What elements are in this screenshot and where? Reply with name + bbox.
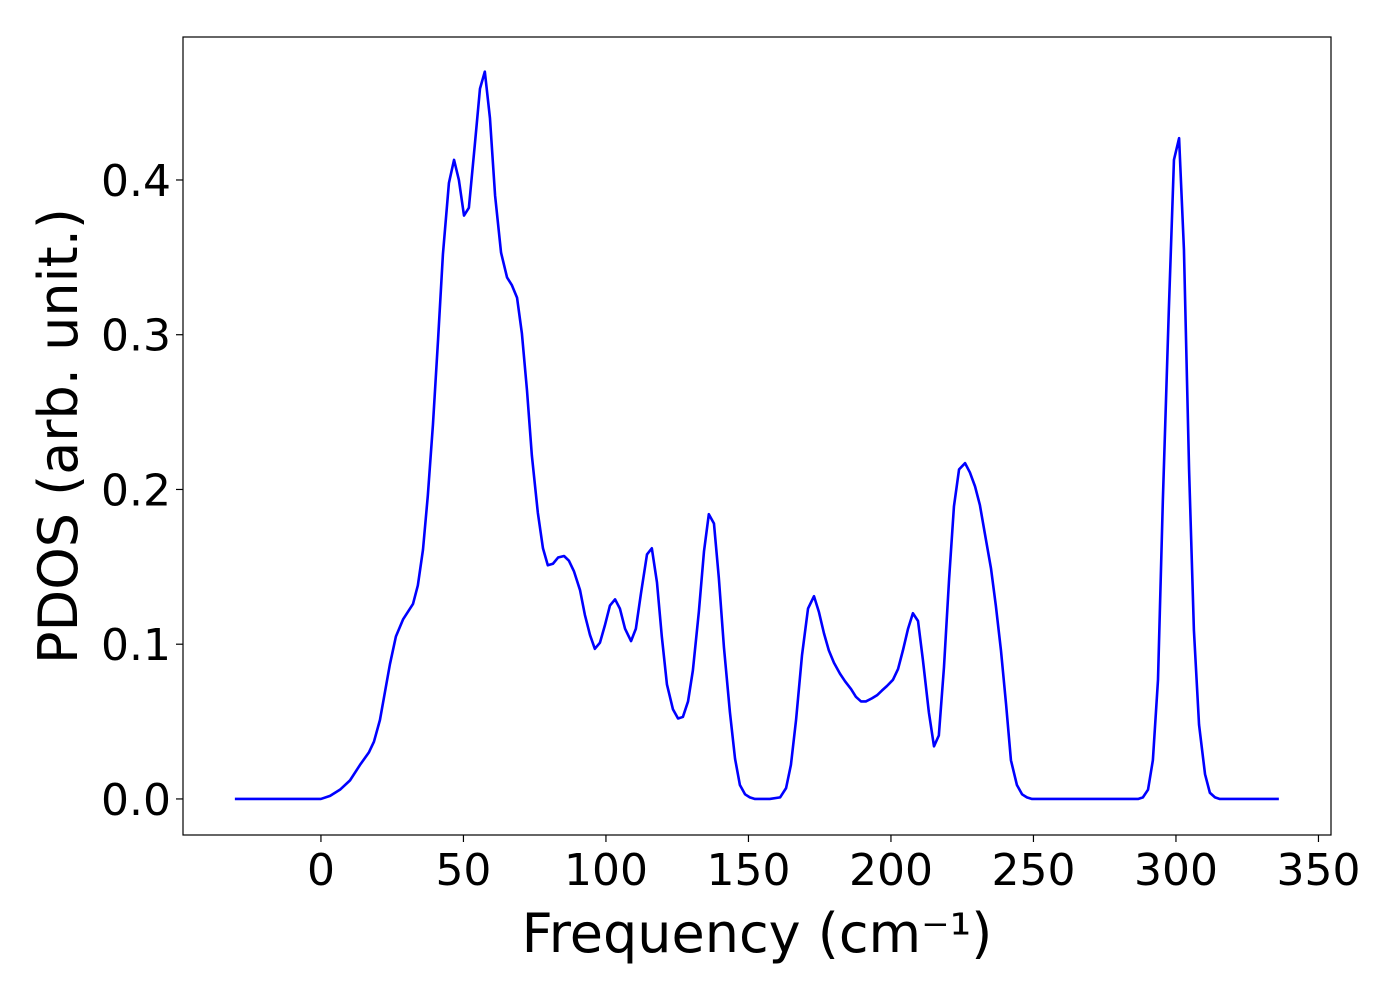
y-tick-label: 0.3 (101, 311, 171, 362)
plot-frame (182, 36, 1332, 836)
y-tick-label: 0.2 (101, 465, 171, 516)
y-tick-label: 0.4 (101, 156, 171, 207)
x-tick-label: 350 (1276, 845, 1360, 896)
x-tick-label: 150 (706, 845, 790, 896)
x-tick-label: 100 (564, 845, 648, 896)
x-tick-label: 250 (991, 845, 1075, 896)
y-tick-label: 0.1 (101, 620, 171, 671)
x-tick-label: 300 (1134, 845, 1218, 896)
line-series (234, 70, 1279, 801)
x-tick-label: 50 (435, 845, 491, 896)
x-tick-label: 200 (849, 845, 933, 896)
y-tick-label: 0.0 (101, 775, 171, 826)
x-tick-label: 0 (307, 845, 335, 896)
y-axis-label: PDOS (arb. unit.) (27, 208, 90, 664)
x-axis-label: Frequency (cm⁻¹) (522, 902, 993, 965)
